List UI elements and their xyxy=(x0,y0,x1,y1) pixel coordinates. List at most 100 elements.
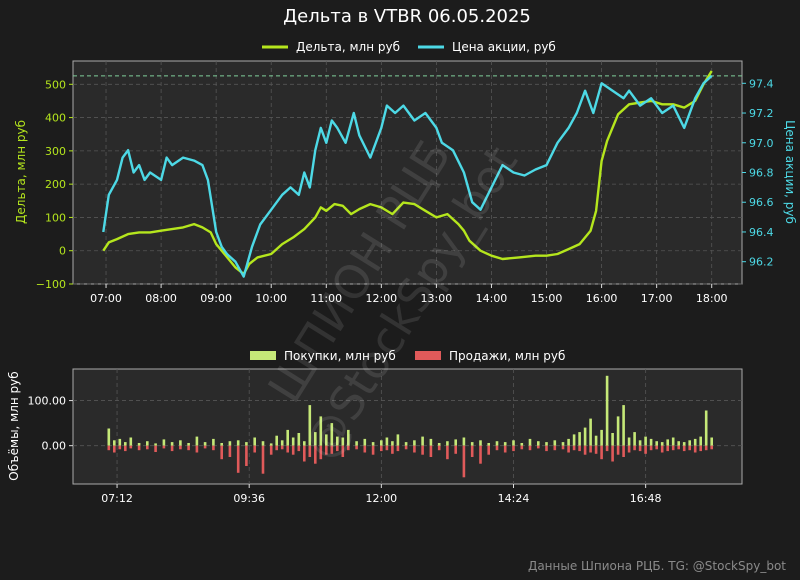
y-tick-label: −100 xyxy=(36,278,66,291)
top-y2-ticks: 96.2 96.4 96.6 96.8 97.0 97.2 97.4 xyxy=(742,77,774,269)
legend-swatch-buys xyxy=(250,351,276,360)
sell-bar xyxy=(269,445,273,455)
sell-bar xyxy=(710,445,713,450)
buy-bar xyxy=(446,441,449,446)
buy-bar xyxy=(545,442,548,446)
x-tick-label: 12:00 xyxy=(365,492,397,505)
buy-bar xyxy=(261,441,265,446)
sell-bar xyxy=(319,445,323,460)
buy-bar xyxy=(655,441,658,446)
buy-bar xyxy=(537,441,540,446)
buy-bar xyxy=(677,441,680,446)
buy-bar xyxy=(347,429,350,446)
top-x-ticks: 07:00 08:00 09:00 10:00 11:00 12:00 13:00 14:00… xyxy=(90,284,728,305)
sell-bar xyxy=(572,445,576,451)
buy-bar xyxy=(253,437,256,446)
sell-bar xyxy=(347,445,350,451)
sell-bar xyxy=(297,445,301,452)
sell-bar xyxy=(261,445,265,474)
buy-bar xyxy=(269,443,273,446)
buy-bar xyxy=(429,438,433,446)
buy-bar xyxy=(396,434,400,446)
buy-bar xyxy=(633,432,636,446)
x-tick-label: 16:48 xyxy=(630,492,662,505)
sell-bar xyxy=(553,445,557,451)
sell-bar xyxy=(470,445,474,457)
sell-bar xyxy=(413,445,416,453)
buy-bar xyxy=(137,443,141,446)
sell-bar xyxy=(154,445,157,452)
sell-bar xyxy=(212,445,215,451)
sell-bar xyxy=(611,445,614,462)
buy-bar xyxy=(314,432,317,446)
sell-bar xyxy=(146,445,149,450)
buy-bar xyxy=(107,428,111,446)
sell-bar xyxy=(649,445,653,451)
sell-bar xyxy=(699,445,702,452)
sell-bar xyxy=(693,445,697,453)
buy-bar xyxy=(308,405,312,446)
buy-bar xyxy=(297,433,301,446)
sell-bar xyxy=(162,445,166,449)
buy-bar xyxy=(355,441,358,446)
buy-bar xyxy=(589,418,592,446)
bottom-y-axis-label: Объёмы, млн руб xyxy=(7,371,21,480)
sell-bar xyxy=(545,445,548,452)
x-tick-label: 16:00 xyxy=(586,292,618,305)
x-tick-label: 17:00 xyxy=(641,292,673,305)
bottom-y-ticks: 0.00 100.00 xyxy=(28,395,73,453)
sell-bar xyxy=(236,445,240,473)
y-tick-label: 0.00 xyxy=(42,440,67,453)
buy-bar xyxy=(286,429,289,446)
sell-bar xyxy=(124,445,127,452)
x-tick-label: 14:24 xyxy=(498,492,530,505)
sell-bar xyxy=(187,445,190,451)
buy-bar xyxy=(649,438,653,446)
x-tick-label: 09:00 xyxy=(200,292,232,305)
buy-bar xyxy=(567,438,570,446)
top-series xyxy=(102,70,713,278)
buy-bar xyxy=(380,440,383,446)
sell-bar xyxy=(589,445,592,453)
buy-bar xyxy=(203,442,207,446)
chart-title: Дельта в VTBR 06.05.2025 xyxy=(283,6,531,27)
buy-bar xyxy=(487,443,490,446)
sell-bar xyxy=(137,445,141,451)
sell-bar xyxy=(129,445,133,449)
buy-bar xyxy=(528,438,532,446)
sell-bar xyxy=(371,445,375,455)
sell-bar xyxy=(633,445,636,451)
sell-bar xyxy=(220,445,223,460)
footer-credit: Данные Шпиона РЦБ. TG: @StockSpy_bot xyxy=(528,559,786,573)
buy-bar xyxy=(162,439,166,446)
buy-bar xyxy=(693,438,697,446)
top-y-axis-label: Дельта, млн руб xyxy=(14,120,28,224)
buy-bar xyxy=(495,441,499,446)
legend-label-price: Цена акции, руб xyxy=(452,40,556,54)
buy-bar xyxy=(291,437,295,446)
buy-bar xyxy=(195,436,199,446)
buy-bar xyxy=(710,437,713,446)
sell-bar xyxy=(385,445,389,451)
x-tick-label: 12:00 xyxy=(365,292,397,305)
legend-label-delta: Дельта, млн руб xyxy=(296,40,400,54)
buy-bar xyxy=(578,432,581,446)
y-tick-label: 400 xyxy=(45,112,66,125)
sell-bar xyxy=(583,445,587,455)
y-tick-label: 200 xyxy=(45,178,66,191)
x-tick-label: 10:00 xyxy=(255,292,287,305)
buy-bar xyxy=(118,438,122,446)
sell-bar xyxy=(355,445,358,450)
buy-bar xyxy=(280,440,284,446)
buy-bar xyxy=(503,442,507,446)
x-tick-label: 18:00 xyxy=(696,292,728,305)
buy-bar xyxy=(363,438,367,446)
buy-bar xyxy=(154,443,157,446)
y-tick-label: 300 xyxy=(45,145,66,158)
sell-bar xyxy=(622,445,625,457)
buy-bar xyxy=(228,441,232,446)
sell-bar xyxy=(245,445,248,466)
buy-bar xyxy=(404,442,408,446)
sell-bar xyxy=(503,445,507,453)
